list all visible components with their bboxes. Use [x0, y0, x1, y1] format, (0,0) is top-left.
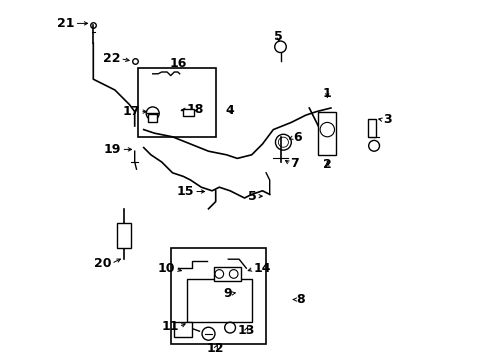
Text: 22: 22 — [102, 52, 120, 65]
Text: 8: 8 — [296, 293, 305, 306]
Text: 3: 3 — [382, 113, 391, 126]
Text: 19: 19 — [104, 143, 121, 156]
Text: 6: 6 — [292, 131, 301, 144]
Text: 1: 1 — [322, 87, 331, 100]
Text: 13: 13 — [237, 324, 254, 337]
Bar — [367, 119, 375, 137]
Text: 7: 7 — [290, 157, 299, 170]
Text: 12: 12 — [206, 342, 224, 355]
Text: 11: 11 — [161, 320, 179, 333]
Bar — [186, 279, 251, 322]
Bar — [213, 267, 241, 281]
Text: 18: 18 — [186, 103, 203, 116]
Bar — [117, 223, 131, 248]
Text: 9: 9 — [223, 287, 231, 300]
Bar — [148, 114, 157, 122]
Text: 17: 17 — [122, 105, 140, 118]
Text: 20: 20 — [94, 257, 111, 270]
Bar — [138, 68, 215, 137]
Bar — [318, 112, 336, 155]
Text: 5: 5 — [274, 30, 283, 43]
Text: 10: 10 — [158, 262, 175, 275]
Bar — [170, 248, 265, 344]
Text: 15: 15 — [176, 185, 194, 198]
Bar — [174, 322, 192, 337]
Text: 16: 16 — [169, 57, 186, 69]
Text: 4: 4 — [225, 104, 234, 117]
Text: 14: 14 — [253, 262, 270, 275]
Bar — [183, 109, 194, 116]
Text: 2: 2 — [322, 158, 331, 171]
Text: 5: 5 — [248, 190, 257, 203]
Text: 21: 21 — [57, 17, 75, 30]
